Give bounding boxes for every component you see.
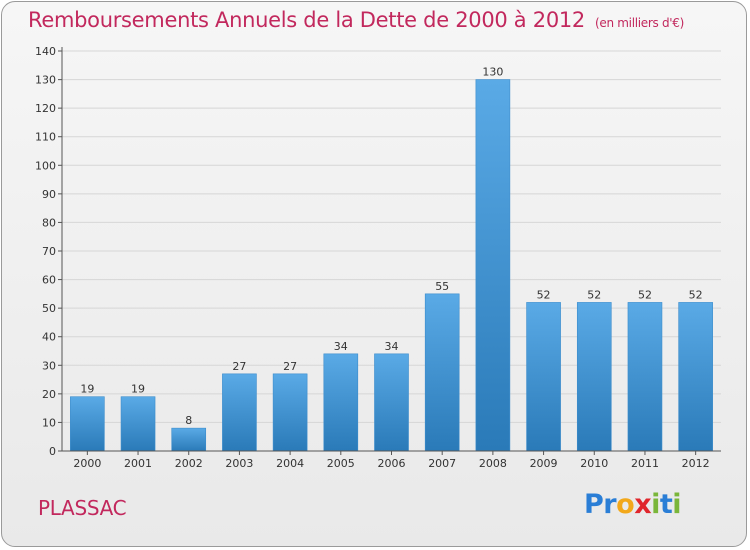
x-tick-label: 2010 (580, 457, 608, 470)
x-tick-label: 2009 (530, 457, 558, 470)
x-tick-label: 2006 (378, 457, 406, 470)
bar-value-label: 34 (334, 340, 348, 353)
y-tick-label: 130 (35, 74, 56, 87)
x-tick-label: 2007 (428, 457, 456, 470)
bar-value-label: 19 (131, 383, 145, 396)
bar-2009 (526, 302, 561, 452)
bar-value-label: 55 (435, 280, 449, 293)
chart-title: Remboursements Annuels de la Dette de 20… (28, 8, 684, 32)
bar-2008 (475, 79, 511, 452)
x-tick-label: 2004 (276, 457, 304, 470)
bar-value-label: 130 (482, 66, 503, 79)
y-tick-label: 70 (42, 245, 56, 258)
y-tick-label: 140 (35, 45, 56, 58)
y-tick-label: 30 (42, 359, 56, 372)
y-tick-label: 0 (49, 445, 56, 458)
y-tick-label: 80 (42, 216, 56, 229)
bar-value-label: 8 (185, 414, 192, 427)
y-tick-label: 60 (42, 274, 56, 287)
bar-value-label: 19 (80, 383, 94, 396)
x-tick-label: 2012 (682, 457, 710, 470)
bar-2003 (222, 373, 257, 452)
proxiti-logo[interactable]: Proxiti (584, 489, 682, 520)
y-tick-label: 120 (35, 102, 56, 115)
logo-letter: t (659, 489, 673, 520)
bar-value-label: 52 (689, 288, 703, 301)
logo-letter: r (603, 489, 617, 520)
bar-2000 (70, 396, 105, 452)
x-tick-label: 2001 (124, 457, 152, 470)
bar-2007 (424, 293, 460, 452)
bar-2005 (323, 353, 359, 452)
logo-letter: i (672, 489, 682, 520)
bar-value-label: 27 (232, 360, 246, 373)
bar-value-label: 27 (283, 360, 297, 373)
bars: 19 19 8 27 27 34 34 55 130 52 52 52 52 (70, 66, 713, 452)
x-tick-label: 2003 (225, 457, 253, 470)
bar-2001 (120, 396, 156, 452)
y-tick-label: 100 (35, 159, 56, 172)
bar-value-label: 52 (537, 288, 551, 301)
chart-title-text: Remboursements Annuels de la Dette de 20… (28, 8, 585, 32)
y-tick-label: 110 (35, 131, 56, 144)
x-tick-label: 2008 (479, 457, 507, 470)
logo-letter: x (634, 489, 652, 520)
x-tick-label: 2005 (327, 457, 355, 470)
bar-2004 (272, 373, 308, 452)
chart-subtitle: (en milliers d'€) (595, 16, 685, 30)
bar-2006 (374, 353, 409, 452)
y-tick-label: 50 (42, 302, 56, 315)
x-tick-label: 2000 (73, 457, 101, 470)
bar-2010 (576, 302, 612, 452)
logo-letter: o (616, 489, 635, 520)
logo-letter: P (584, 489, 604, 520)
y-tick-label: 40 (42, 331, 56, 344)
x-tick-label: 2011 (631, 457, 659, 470)
bar-value-label: 52 (587, 288, 601, 301)
bar-2012 (678, 302, 713, 452)
y-tick-label: 90 (42, 188, 56, 201)
y-axis: 0 10 20 30 40 50 60 70 80 90 100 110 120 130 140 (35, 45, 63, 458)
x-tick-label: 2002 (175, 457, 203, 470)
logo-letter: i (651, 489, 660, 520)
location-label: PLASSAC (38, 496, 127, 520)
bar-value-label: 52 (638, 288, 652, 301)
bar-2011 (627, 302, 663, 452)
x-axis: 2000 2001 2002 2003 2004 2005 2006 2007 2008 2009… (62, 450, 721, 470)
y-tick-label: 10 (42, 416, 56, 429)
y-tick-label: 20 (42, 388, 56, 401)
bar-2002 (171, 427, 207, 452)
bar-value-label: 34 (385, 340, 399, 353)
